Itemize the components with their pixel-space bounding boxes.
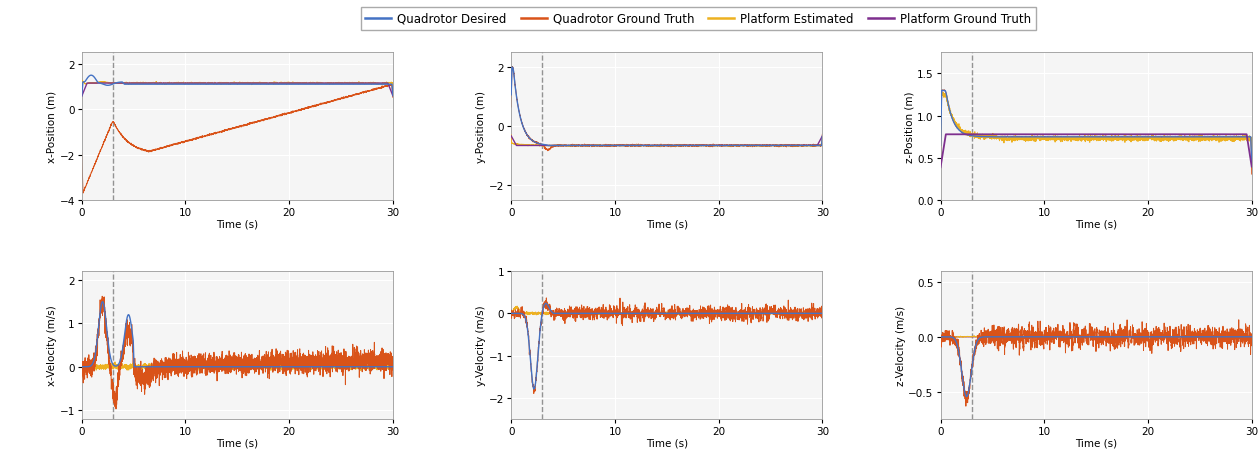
- Y-axis label: x-Position (m): x-Position (m): [47, 91, 57, 163]
- X-axis label: Time (s): Time (s): [1076, 438, 1117, 447]
- Y-axis label: y-Position (m): y-Position (m): [476, 91, 486, 163]
- X-axis label: Time (s): Time (s): [645, 438, 688, 447]
- X-axis label: Time (s): Time (s): [216, 219, 258, 229]
- Y-axis label: z-Velocity (m/s): z-Velocity (m/s): [896, 305, 906, 385]
- X-axis label: Time (s): Time (s): [216, 438, 258, 447]
- Legend: Quadrotor Desired, Quadrotor Ground Truth, Platform Estimated, Platform Ground T: Quadrotor Desired, Quadrotor Ground Trut…: [361, 8, 1035, 31]
- Y-axis label: x-Velocity (m/s): x-Velocity (m/s): [47, 305, 57, 386]
- Y-axis label: y-Velocity (m/s): y-Velocity (m/s): [476, 305, 486, 386]
- X-axis label: Time (s): Time (s): [645, 219, 688, 229]
- Y-axis label: z-Position (m): z-Position (m): [905, 91, 915, 163]
- X-axis label: Time (s): Time (s): [1076, 219, 1117, 229]
